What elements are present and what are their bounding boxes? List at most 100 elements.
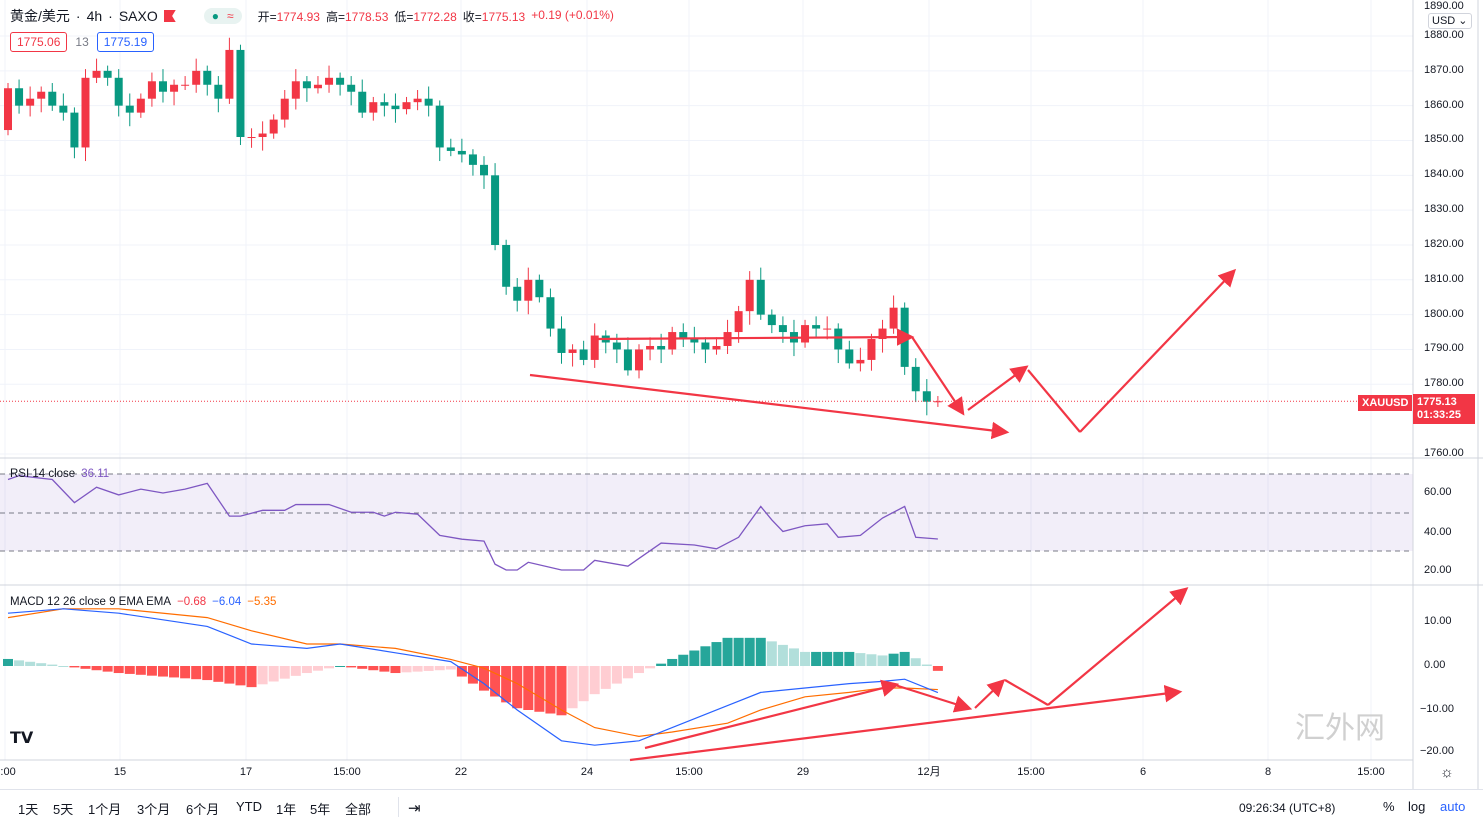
candle [269,119,278,134]
open-field: 开=1774.93 [258,8,320,25]
macd-histogram-bar [733,637,744,666]
tradingview-logo[interactable]: 𝗧𝗩 [10,730,34,747]
high-field: 高=1778.53 [326,8,388,25]
macd-hist-value: −0.68 [177,596,207,608]
price-tick: 1880.00 [1424,29,1464,41]
auto-toggle[interactable]: auto [1440,799,1466,814]
time-tick: 15:00 [1357,766,1385,778]
percent-toggle[interactable]: % [1383,799,1395,814]
candle [767,314,776,326]
separator-dot: · [108,8,113,24]
macd-histogram-bar [224,666,235,684]
macd-histogram-bar [290,666,301,676]
candle [258,133,267,138]
symbol-legend: 黄金/美元 · 4h · SAXO ● ≈ 开=1774.93 高=1778.53 低… [10,6,614,26]
buy-price-button[interactable]: 1775.19 [96,32,155,52]
time-tick: 15:00 [675,766,703,778]
macd-histogram-bar [191,666,202,680]
close-value: 1775.13 [481,9,526,24]
settings-gear-icon[interactable]: ☼ [1440,764,1454,781]
macd-line [7,608,939,746]
price-tick: 1760.00 [1424,446,1464,459]
rsi-line [7,475,938,571]
market-open-icon: ● [211,9,219,23]
macd-legend[interactable]: MACD 12 26 close 9 EMA EMA −0.68 −6.04 −5.3… [10,596,276,608]
macd-histogram-bar [157,666,168,677]
macd-histogram-bar [368,666,379,671]
macd-histogram-bar [611,666,622,684]
candle [668,332,677,350]
range-button-0[interactable]: 1天 [18,802,39,817]
range-button-5[interactable]: YTD [236,799,262,814]
macd-histogram-bar [14,660,25,666]
price-tick: 1780.00 [1424,377,1464,390]
candle [712,345,721,350]
range-button-1[interactable]: 5天 [53,802,74,817]
flag-icon[interactable] [163,10,176,22]
candle [114,77,123,106]
change-value: +0.19 (+0.01%) [531,7,614,22]
macd-histogram-bar [113,666,124,674]
rsi-tick: 60.00 [1424,486,1452,498]
range-button-2[interactable]: 1个月 [88,802,122,817]
market-status[interactable]: ● ≈ [203,8,242,24]
candle [480,164,489,176]
candle [557,328,566,353]
annotation-arrow [911,336,965,416]
candle [380,102,389,106]
macd-histogram-bar [545,666,556,714]
macd-histogram-bar [822,651,833,666]
clock[interactable]: 09:26:34 (UTC+8) [1239,801,1336,815]
macd-histogram-bar [656,663,667,666]
macd-histogram-bar [910,658,921,666]
macd-histogram-bar [833,651,844,666]
macd-histogram-bar [855,653,866,666]
last-price-label: 1775.13 01:33:25 [1413,394,1475,424]
close-label: 收= [462,9,482,24]
currency-select[interactable]: USD ⌄ [1428,13,1472,29]
candle [103,70,112,78]
macd-histogram-bar [711,642,722,666]
macd-histogram-bar [534,666,545,712]
candle [612,342,621,350]
range-button-7[interactable]: 5年 [310,802,331,817]
candle [933,401,942,403]
range-button-8[interactable]: 全部 [345,802,372,817]
annotation-arrow [1004,679,1049,706]
macd-histogram-bar [556,666,567,716]
macd-histogram-bar [169,666,180,678]
macd-histogram-bar [866,654,877,666]
rsi-legend[interactable]: RSI 14 close 36.11 [10,468,109,480]
annotation-arrow [595,328,915,346]
macd-histogram-bar [357,666,368,669]
price-tick: 1890.00 [1424,0,1464,12]
macd-histogram-bar [788,648,799,666]
candle [878,328,887,340]
candle [646,345,655,350]
annotation-arrow [974,678,1006,709]
time-tick: 15:00 [1017,766,1045,778]
signal-line [7,608,938,738]
macd-histogram-bar [235,666,246,686]
range-button-6[interactable]: 1年 [276,802,297,817]
price-tick: 1820.00 [1424,237,1464,250]
symbol-price-tag: XAUUSD [1358,395,1413,411]
symbol-name[interactable]: 黄金/美元 [10,8,70,24]
range-button-4[interactable]: 6个月 [186,802,220,817]
candle [756,279,765,315]
log-toggle[interactable]: log [1408,799,1426,814]
macd-histogram-bar [722,637,733,666]
macd-tick: 0.00 [1424,659,1446,671]
macd-histogram-bar [434,666,445,671]
macd-histogram-bar [755,637,766,666]
high-label: 高= [325,9,345,24]
sell-price-button[interactable]: 1775.06 [10,32,68,52]
candle [59,105,68,113]
goto-date-icon[interactable]: ⇥ [408,800,421,817]
candle [845,349,854,364]
macd-histogram-bar [379,666,390,672]
macd-histogram-bar [346,666,357,668]
range-button-3[interactable]: 3个月 [137,802,171,817]
toolbar-divider [398,797,399,817]
